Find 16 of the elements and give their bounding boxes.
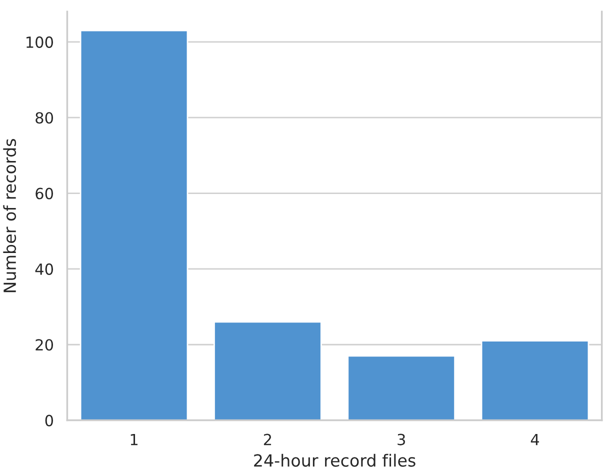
y-tick-label: 20 xyxy=(36,339,53,351)
x-tick-label: 4 xyxy=(530,434,540,446)
x-tick-label: 1 xyxy=(130,434,138,446)
x-tick-label: 2 xyxy=(264,434,272,446)
x-axis-title: 24-hour record files xyxy=(254,454,416,467)
y-tick-label: 100 xyxy=(26,36,53,48)
y-axis-title: Number of records xyxy=(3,139,16,292)
x-tick-label: 3 xyxy=(398,434,405,446)
bar xyxy=(480,340,590,420)
y-tick-label: 0 xyxy=(45,414,53,426)
y-tick-label: 40 xyxy=(35,263,53,275)
y-tick-label: 60 xyxy=(36,188,53,200)
bar xyxy=(347,355,456,420)
bar xyxy=(214,321,322,420)
y-tick-label: 80 xyxy=(36,112,53,124)
bar xyxy=(80,30,188,420)
